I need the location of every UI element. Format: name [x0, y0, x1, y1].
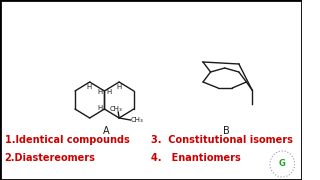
- Text: 4.   Enantiomers: 4. Enantiomers: [151, 153, 241, 163]
- Text: H: H: [116, 84, 122, 90]
- Text: H: H: [97, 89, 102, 95]
- Text: B: B: [223, 126, 230, 136]
- Text: CH₃: CH₃: [110, 106, 123, 112]
- Text: H: H: [97, 105, 102, 111]
- Text: 1.Identical compounds: 1.Identical compounds: [5, 135, 130, 145]
- Text: H: H: [86, 84, 92, 90]
- Text: 3.  Constitutional isomers: 3. Constitutional isomers: [151, 135, 293, 145]
- Text: G: G: [279, 159, 286, 168]
- Text: H: H: [106, 89, 112, 95]
- Text: CH₃: CH₃: [131, 117, 143, 123]
- Text: 2.Diastereomers: 2.Diastereomers: [5, 153, 96, 163]
- Text: A: A: [102, 126, 109, 136]
